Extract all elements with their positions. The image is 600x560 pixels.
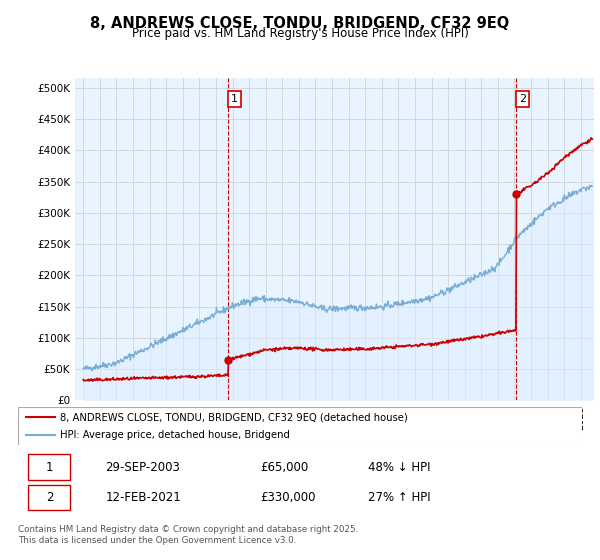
Text: 8, ANDREWS CLOSE, TONDU, BRIDGEND, CF32 9EQ: 8, ANDREWS CLOSE, TONDU, BRIDGEND, CF32 … xyxy=(91,16,509,31)
Text: 48% ↓ HPI: 48% ↓ HPI xyxy=(368,461,430,474)
Text: 8, ANDREWS CLOSE, TONDU, BRIDGEND, CF32 9EQ (detached house): 8, ANDREWS CLOSE, TONDU, BRIDGEND, CF32 … xyxy=(60,412,408,422)
Text: 1: 1 xyxy=(46,461,53,474)
Text: £65,000: £65,000 xyxy=(260,461,309,474)
Text: Contains HM Land Registry data © Crown copyright and database right 2025.
This d: Contains HM Land Registry data © Crown c… xyxy=(18,525,358,545)
Text: £330,000: £330,000 xyxy=(260,491,316,505)
FancyBboxPatch shape xyxy=(18,407,582,445)
Text: 2: 2 xyxy=(46,491,53,505)
Text: 2: 2 xyxy=(519,94,526,104)
Text: HPI: Average price, detached house, Bridgend: HPI: Average price, detached house, Brid… xyxy=(60,430,290,440)
Text: 29-SEP-2003: 29-SEP-2003 xyxy=(106,461,180,474)
FancyBboxPatch shape xyxy=(28,454,70,480)
Text: 12-FEB-2021: 12-FEB-2021 xyxy=(106,491,181,505)
Text: 27% ↑ HPI: 27% ↑ HPI xyxy=(368,491,430,505)
Text: Price paid vs. HM Land Registry's House Price Index (HPI): Price paid vs. HM Land Registry's House … xyxy=(131,27,469,40)
FancyBboxPatch shape xyxy=(28,484,70,510)
Text: 1: 1 xyxy=(231,94,238,104)
